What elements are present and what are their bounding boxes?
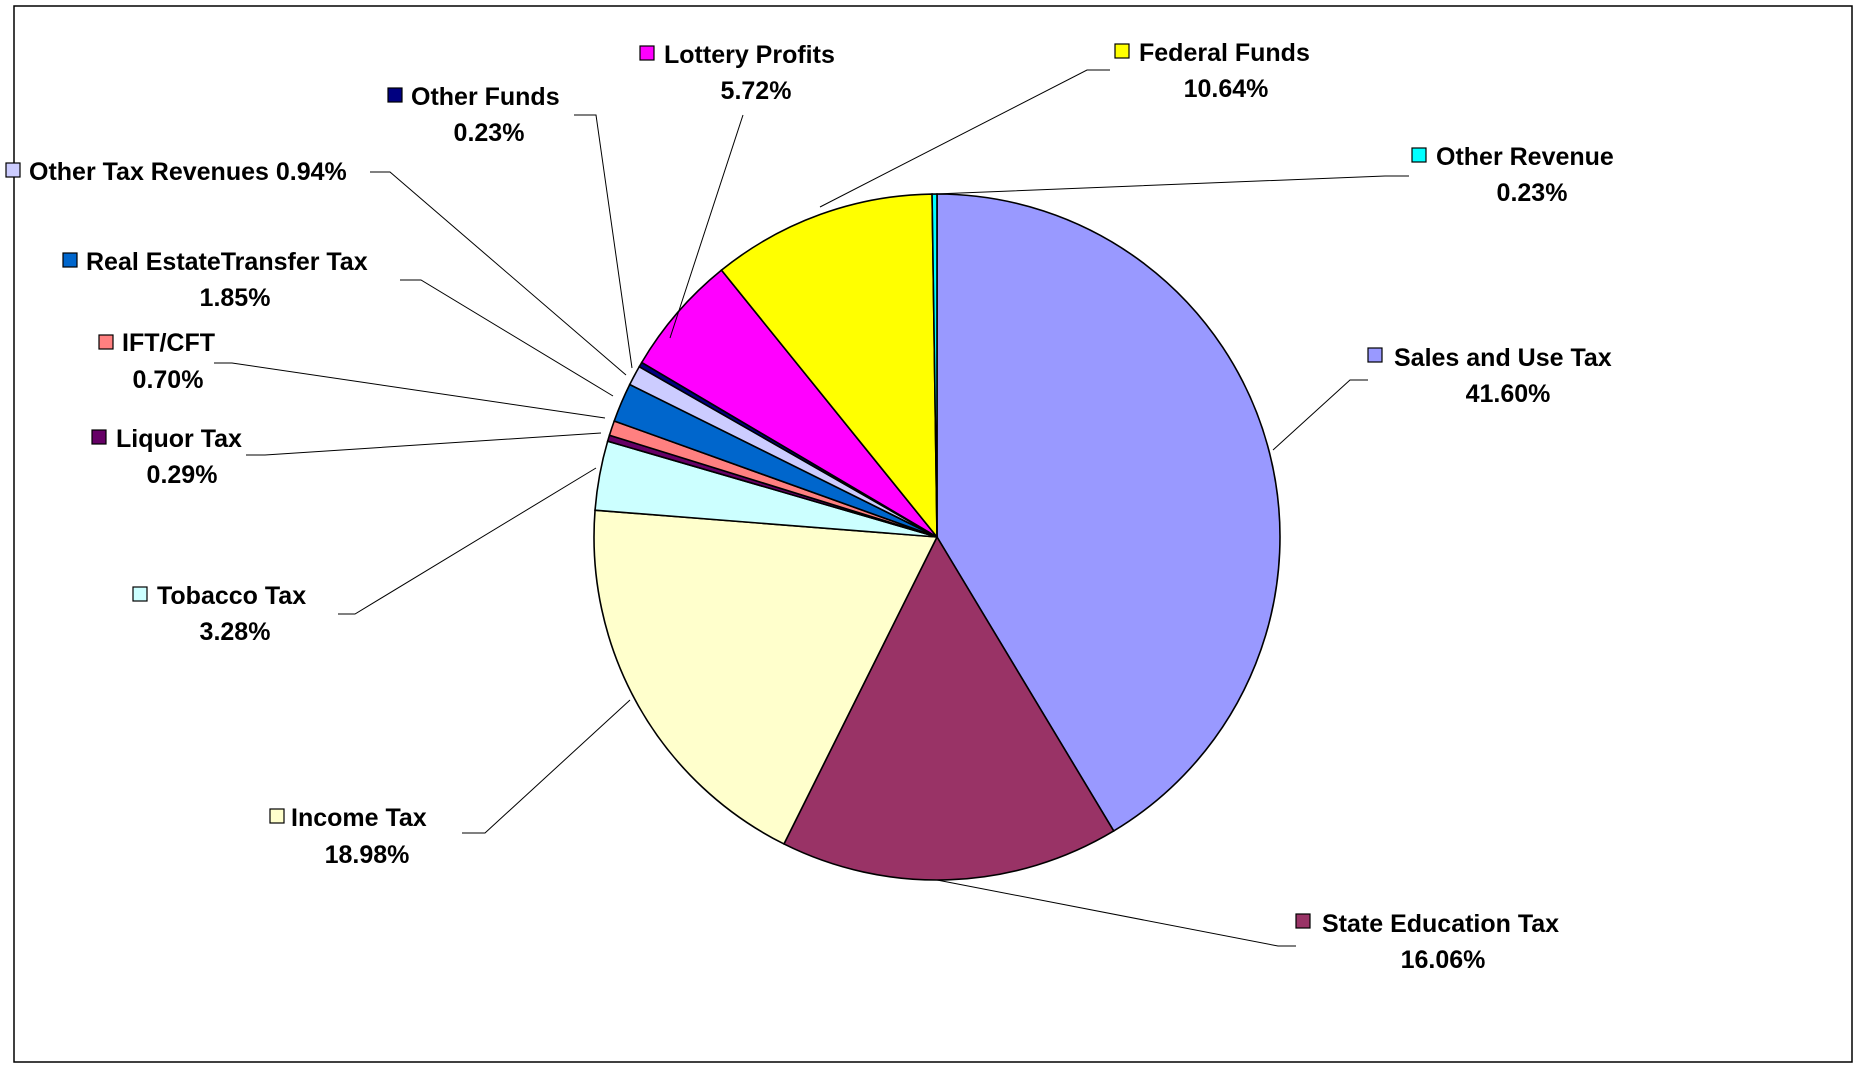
leader-line-federal-funds xyxy=(819,69,1110,208)
legend-key-lottery-profits xyxy=(639,45,655,61)
leader-line-lottery-profits xyxy=(669,114,744,339)
slice-percent-lottery-profits: 5.72% xyxy=(721,77,792,105)
slice-percent-federal-funds: 10.64% xyxy=(1184,75,1269,103)
slice-percent-tobacco-tax: 3.28% xyxy=(200,618,271,646)
slice-percent-real-estate-transfer-tax: 1.85% xyxy=(200,284,271,312)
pie-slice-state-education-tax xyxy=(782,535,1115,881)
slice-percent-sales-and-use-tax: 41.60% xyxy=(1466,380,1551,408)
slice-percent-other-funds: 0.23% xyxy=(454,119,525,147)
leader-line-ift-cft xyxy=(214,362,606,419)
legend-key-tobacco-tax xyxy=(132,586,148,602)
pie-slice-sales-and-use-tax xyxy=(936,193,1281,833)
leader-line-state-education-tax xyxy=(936,879,1296,947)
leader-line-other-revenue xyxy=(934,175,1409,195)
leader-line-real-estate-transfer-tax xyxy=(400,279,614,397)
slice-label-sales-and-use-tax: Sales and Use Tax xyxy=(1394,344,1612,372)
slice-label-ift-cft: IFT/CFT xyxy=(122,329,215,357)
slice-label-other-revenue: Other Revenue xyxy=(1436,143,1614,171)
leader-line-other-funds xyxy=(574,114,633,369)
pie-slice-income-tax xyxy=(593,509,939,846)
slice-percent-liquor-tax: 0.29% xyxy=(147,461,218,489)
legend-key-other-tax-revenues xyxy=(5,162,21,178)
slice-label-income-tax: Income Tax xyxy=(291,804,427,832)
legend-key-ift-cft xyxy=(98,334,114,350)
slice-label-liquor-tax: Liquor Tax xyxy=(116,425,242,453)
legend-key-other-revenue xyxy=(1411,147,1427,163)
slice-label-tobacco-tax: Tobacco Tax xyxy=(157,582,306,610)
legend-key-federal-funds xyxy=(1114,43,1130,59)
slices-layer xyxy=(593,193,1281,881)
legend-key-state-education-tax xyxy=(1295,913,1311,929)
slice-label-other-tax-revenues: Other Tax Revenues 0.94% xyxy=(29,158,347,186)
leader-lines-layer xyxy=(214,69,1409,947)
slice-percent-state-education-tax: 16.06% xyxy=(1401,946,1486,974)
leader-line-sales-and-use-tax xyxy=(1272,379,1368,451)
slice-label-federal-funds: Federal Funds xyxy=(1139,39,1310,67)
legend-key-liquor-tax xyxy=(91,429,107,445)
leader-line-tobacco-tax xyxy=(338,467,597,615)
legend-key-income-tax xyxy=(269,808,285,824)
legend-key-other-funds xyxy=(387,87,403,103)
leader-line-liquor-tax xyxy=(246,432,602,456)
slice-label-state-education-tax: State Education Tax xyxy=(1322,910,1559,938)
legend-key-sales-and-use-tax xyxy=(1367,347,1383,363)
labels-layer: Sales and Use Tax 41.60% State Education T… xyxy=(5,39,1614,974)
pie-slice-federal-funds xyxy=(720,193,938,540)
leader-line-other-tax-revenues xyxy=(370,171,627,376)
slice-label-real-estate-transfer-tax: Real EstateTransfer Tax xyxy=(86,248,368,276)
slice-percent-ift-cft: 0.70% xyxy=(133,366,204,394)
slice-label-lottery-profits: Lottery Profits xyxy=(664,41,835,69)
leader-line-income-tax xyxy=(462,699,631,834)
slice-label-other-funds: Other Funds xyxy=(411,83,560,111)
slice-percent-income-tax: 18.98% xyxy=(325,841,410,869)
slice-percent-other-revenue: 0.23% xyxy=(1497,179,1568,207)
legend-key-real-estate-transfer-tax xyxy=(62,252,78,268)
